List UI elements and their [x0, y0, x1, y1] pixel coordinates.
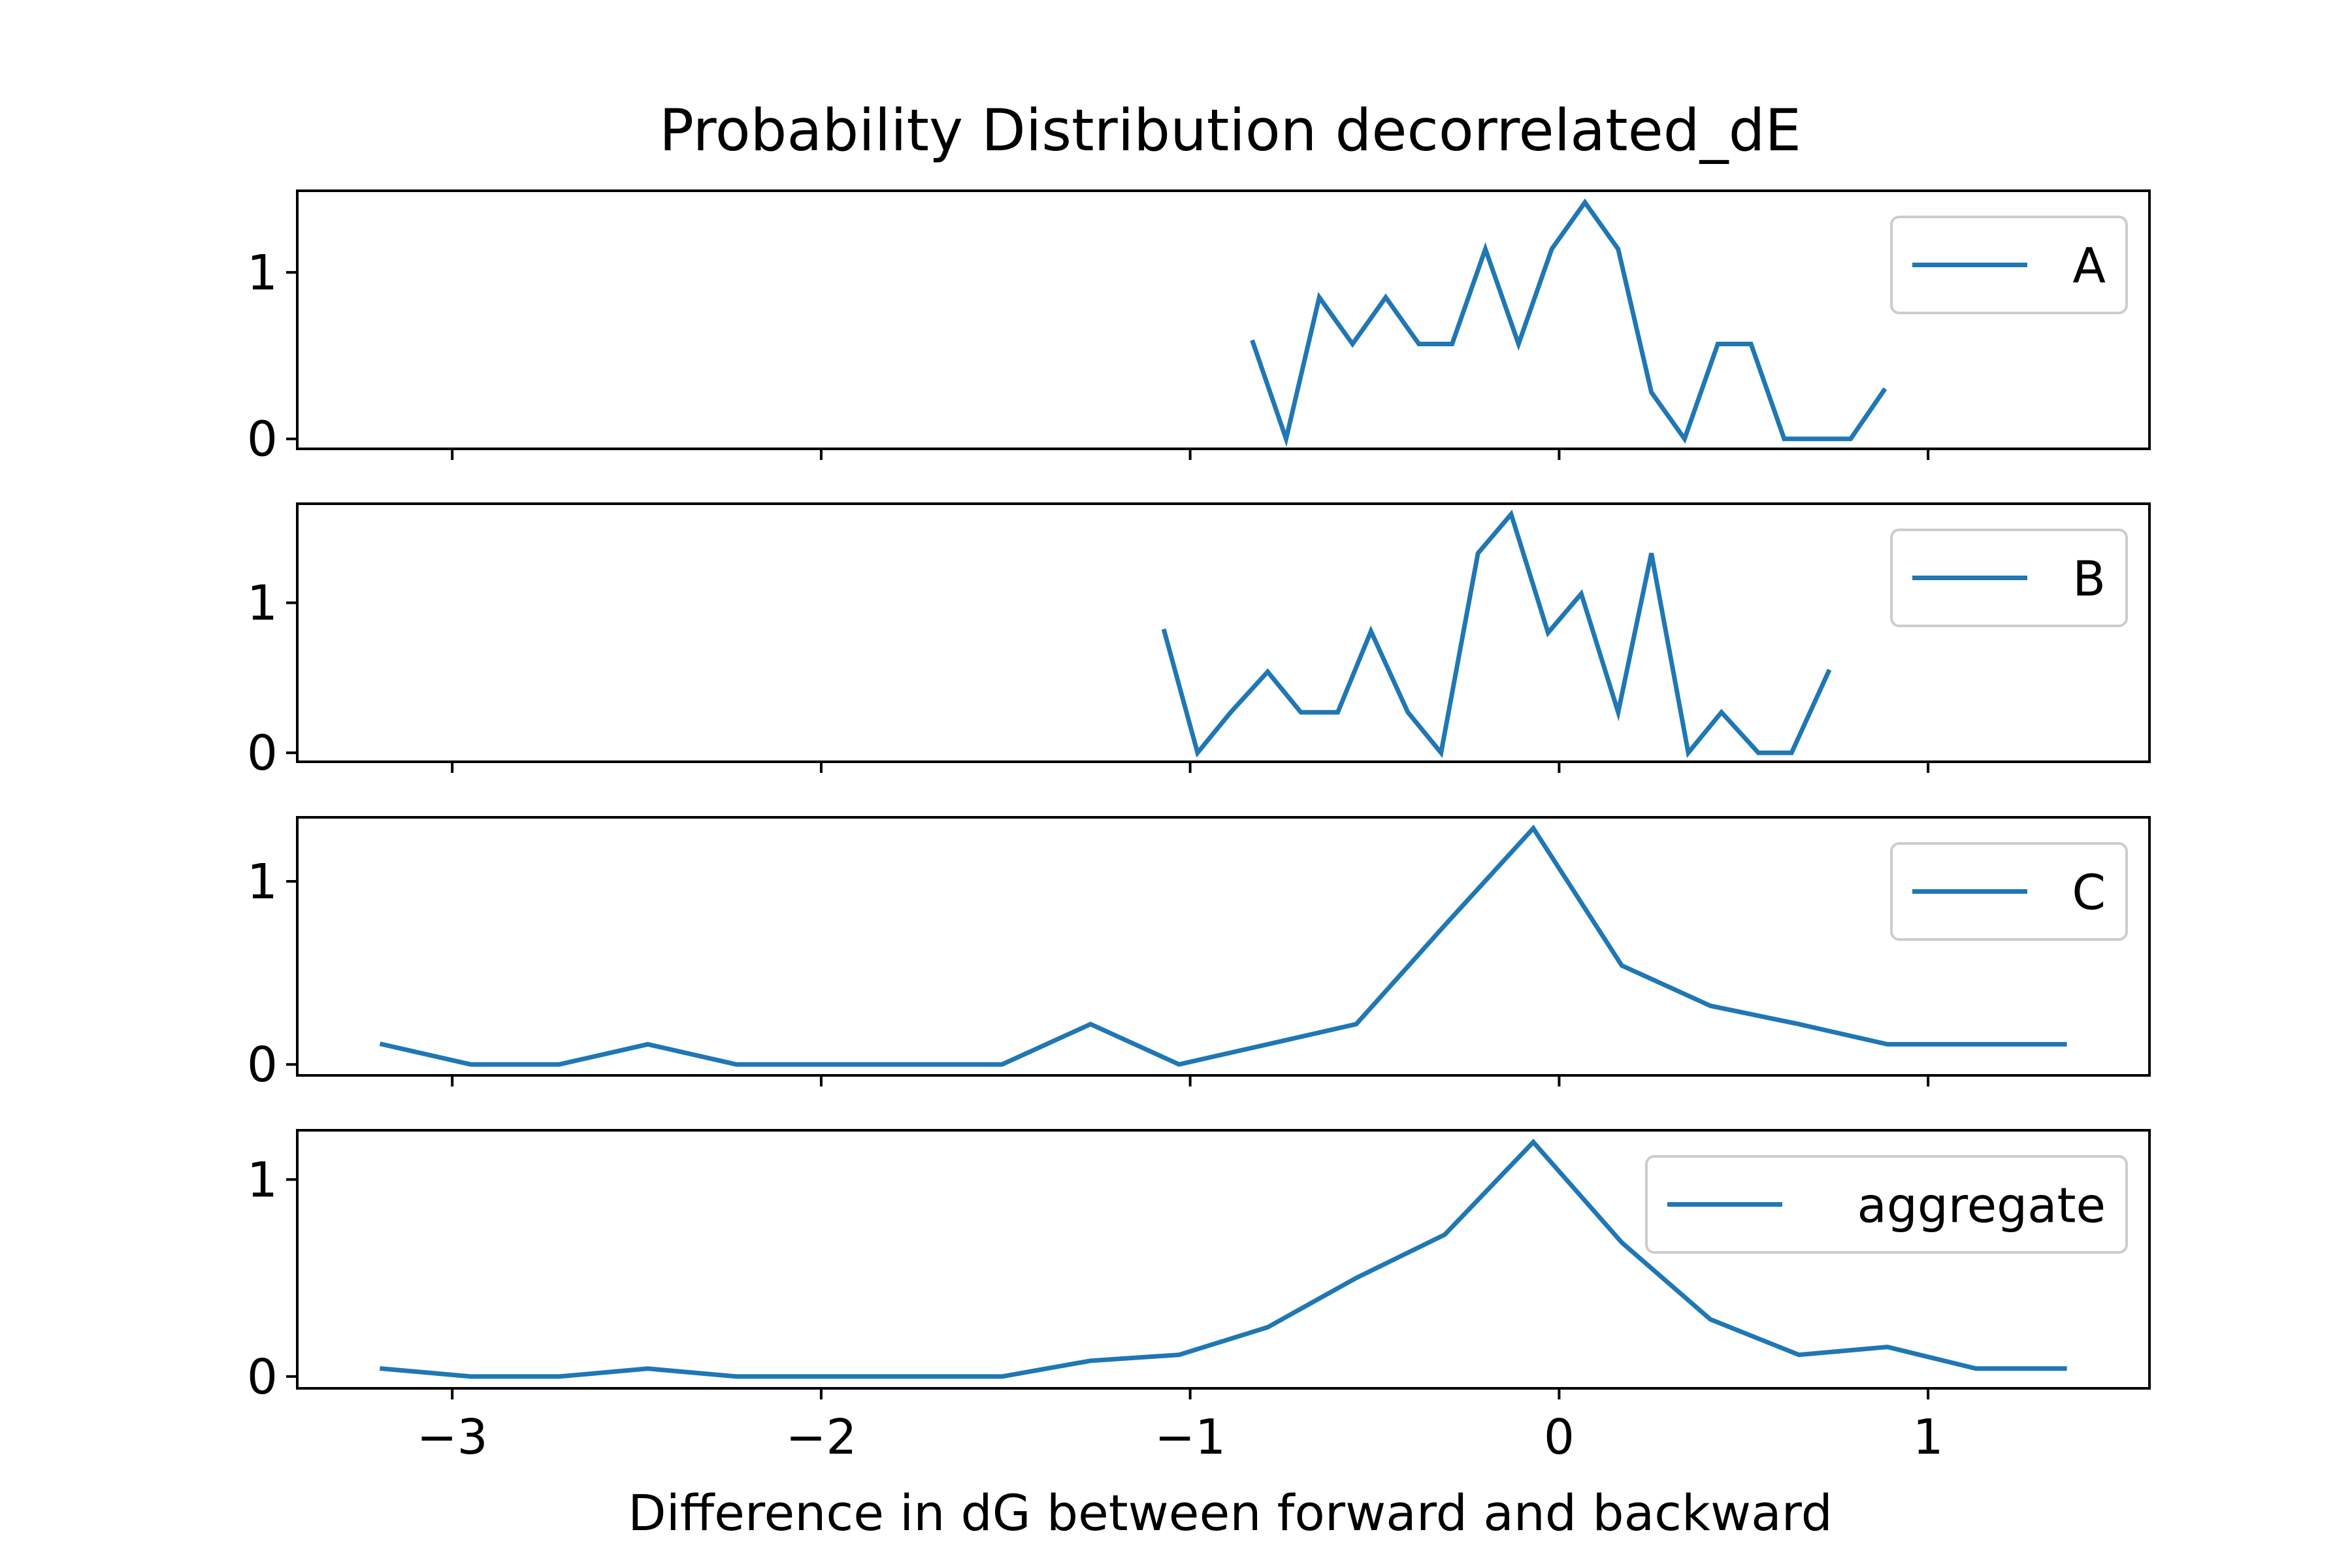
- x-tick-label: 0: [1544, 1409, 1575, 1465]
- axes-frame: [296, 816, 2151, 1077]
- y-tick-label: 0: [247, 412, 278, 468]
- series-line-B: [1161, 509, 1832, 759]
- x-tick-label: −1: [1154, 1409, 1226, 1465]
- x-tick-label: −2: [785, 1409, 857, 1465]
- y-tick-label: 0: [247, 1349, 278, 1405]
- legend-box: [1645, 1155, 2128, 1254]
- x-axis-label: Difference in dG between forward and bac…: [628, 1484, 1833, 1542]
- series-line-A: [1250, 198, 1887, 448]
- x-tick-label: 1: [1913, 1409, 1944, 1465]
- y-tick-label: 0: [247, 725, 278, 781]
- subplot-panels: 0 1 A 0 1 B 0 1 C 0 1 −3 −2 −1 0 1 aggregate: [247, 189, 2151, 1465]
- legend: B: [1890, 529, 2128, 627]
- subplot-3: 0 1 C: [247, 816, 2151, 1093]
- legend: C: [1890, 842, 2128, 941]
- y-tick-label: 1: [247, 245, 278, 301]
- legend-label: B: [2072, 551, 2106, 608]
- axes-frame: [296, 189, 2151, 450]
- legend-label: aggregate: [1857, 1178, 2106, 1234]
- y-tick-label: 1: [247, 576, 278, 632]
- subplot-2: 0 1 B: [247, 502, 2151, 781]
- y-tick-label: 1: [247, 1152, 278, 1208]
- axes-frame: [296, 502, 2151, 763]
- legend-label: C: [2072, 865, 2106, 921]
- chart-title: Probability Distribution decorrelated_dE: [659, 97, 1801, 164]
- subplot-4: 0 1 −3 −2 −1 0 1 aggregate: [247, 1129, 2151, 1465]
- y-tick-label: 0: [247, 1037, 278, 1093]
- series-line-C: [379, 825, 2067, 1067]
- legend: aggregate: [1645, 1155, 2128, 1254]
- subplot-1: 0 1 A: [247, 189, 2151, 468]
- legend-label: A: [2072, 238, 2106, 295]
- axes-frame: [296, 1129, 2151, 1390]
- x-tick-label: −3: [417, 1409, 488, 1465]
- series-line-aggregate: [380, 1138, 2067, 1379]
- y-tick-label: 1: [247, 854, 278, 910]
- legend: A: [1890, 216, 2128, 314]
